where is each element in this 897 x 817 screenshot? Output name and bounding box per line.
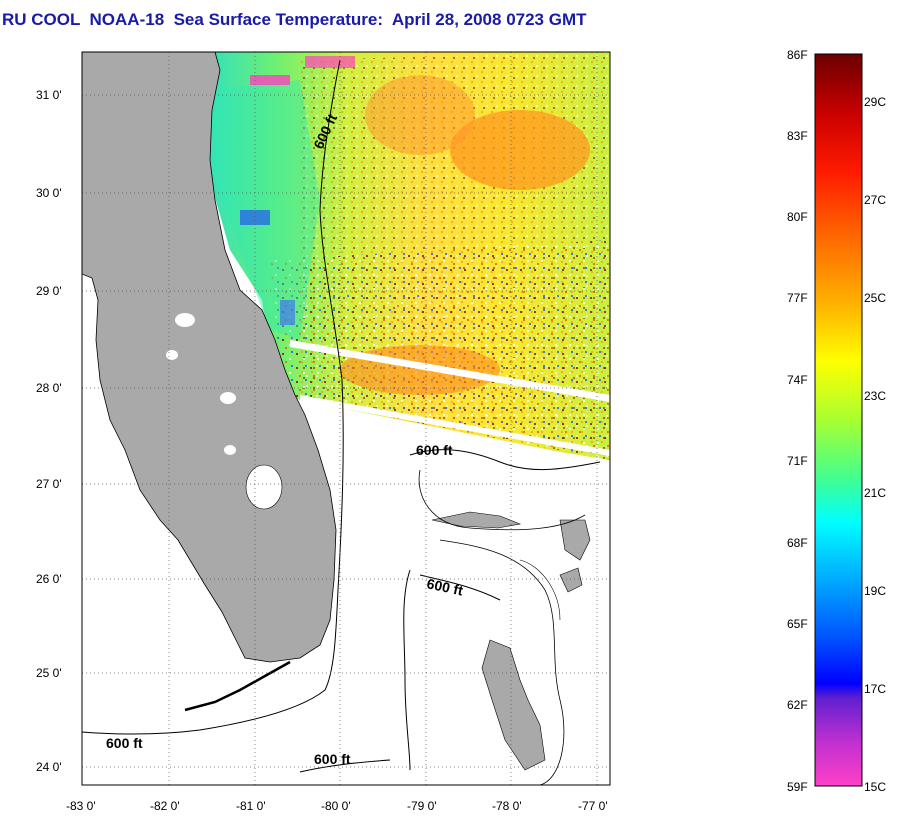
lat-tick-label: 26 0' bbox=[36, 572, 62, 586]
colorbar: 86F 83F 80F 77F 74F 71F 68F 65F 62F 59F … bbox=[787, 48, 886, 794]
colorbar-f-label: 80F bbox=[787, 210, 808, 224]
colorbar-c-label: 19C bbox=[864, 584, 886, 598]
colorbar-f-label: 71F bbox=[787, 454, 808, 468]
lon-tick-label: -83 0' bbox=[66, 799, 96, 813]
colorbar-c-label: 29C bbox=[864, 95, 886, 109]
lat-tick-label: 28 0' bbox=[36, 381, 62, 395]
colorbar-f-label: 77F bbox=[787, 291, 808, 305]
colorbar-c-label: 25C bbox=[864, 291, 886, 305]
florida-land bbox=[82, 52, 337, 663]
contour-label: 600 ft bbox=[416, 442, 453, 458]
colorbar-f-label: 65F bbox=[787, 617, 808, 631]
lon-tick-label: -81 0' bbox=[236, 799, 266, 813]
map-title: RU COOL NOAA-18 Sea Surface Temperature:… bbox=[2, 10, 587, 29]
lat-tick-label: 29 0' bbox=[36, 284, 62, 298]
lon-tick-label: -82 0' bbox=[150, 799, 180, 813]
lat-axis: 31 0' 30 0' 29 0' 28 0' 27 0' 26 0' 25 0… bbox=[36, 88, 62, 774]
lat-tick-label: 25 0' bbox=[36, 666, 62, 680]
colorbar-c-label: 21C bbox=[864, 486, 886, 500]
colorbar-f-label: 74F bbox=[787, 373, 808, 387]
colorbar-f-label: 68F bbox=[787, 536, 808, 550]
colorbar-c-label: 27C bbox=[864, 193, 886, 207]
lat-tick-label: 30 0' bbox=[36, 186, 62, 200]
colorbar-f-label: 62F bbox=[787, 698, 808, 712]
map-gridlines bbox=[82, 52, 610, 785]
map-frame bbox=[81, 51, 611, 786]
lon-tick-label: -78 0' bbox=[492, 799, 522, 813]
contour-label: 600 ft bbox=[314, 751, 351, 767]
colorbar-f-label: 86F bbox=[787, 48, 808, 62]
lon-tick-label: -77 0' bbox=[578, 799, 608, 813]
colorbar-c-label: 23C bbox=[864, 389, 886, 403]
colorbar-c-label: 15C bbox=[864, 780, 886, 794]
colorbar-f-label: 83F bbox=[787, 129, 808, 143]
lon-tick-label: -80 0' bbox=[321, 799, 351, 813]
lon-axis: -83 0' -82 0' -81 0' -80 0' -79 0' -78 0… bbox=[66, 799, 608, 813]
colorbar-gradient bbox=[814, 53, 863, 787]
bahamas-land bbox=[431, 511, 522, 529]
lon-tick-label: -79 0' bbox=[407, 799, 437, 813]
lat-tick-label: 27 0' bbox=[36, 477, 62, 491]
lat-tick-label: 31 0' bbox=[36, 88, 62, 102]
lat-tick-label: 24 0' bbox=[36, 760, 62, 774]
contour-label: 600 ft bbox=[106, 735, 143, 751]
colorbar-c-label: 17C bbox=[864, 682, 886, 696]
contour-label: 600 ft bbox=[425, 575, 464, 598]
colorbar-f-label: 59F bbox=[787, 780, 808, 794]
